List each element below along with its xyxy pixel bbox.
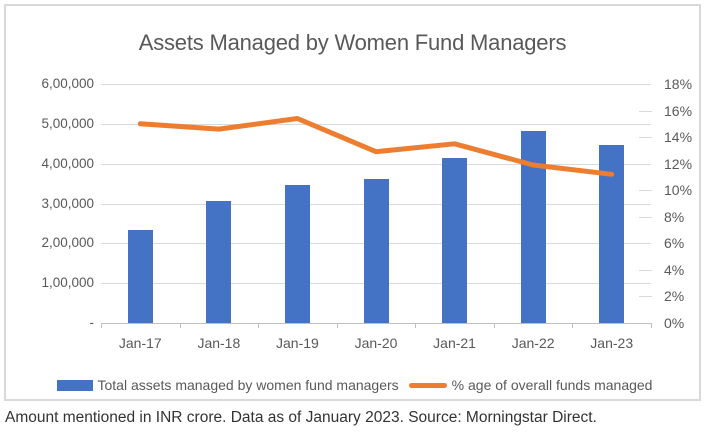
x-axis-label: Jan-17: [118, 335, 162, 351]
right-axis-tick: [639, 296, 652, 298]
x-axis-tick: [572, 323, 574, 328]
left-axis-tick-label: 6,00,000: [41, 76, 94, 91]
x-axis-label: Jan-19: [276, 335, 319, 351]
right-axis-tick-label: 0%: [664, 315, 685, 331]
legend-item-line: % age of overall funds managed: [408, 377, 653, 393]
left-axis-tick-label: -: [89, 315, 95, 330]
right-axis-tick-label: 14%: [664, 129, 693, 146]
footnote: Amount mentioned in INR crore. Data as o…: [5, 409, 597, 426]
bar-jan-20: [363, 178, 389, 323]
x-axis-tick: [415, 323, 417, 328]
gridline: [101, 163, 651, 165]
right-axis-tick: [639, 137, 652, 139]
x-axis-tick: [336, 323, 338, 328]
chart-title: Assets Managed by Women Fund Managers: [138, 30, 567, 55]
x-axis-tick: [179, 323, 181, 328]
legend-item-bars: Total assets managed by women fund manag…: [56, 377, 399, 393]
left-axis-tick-label: 3,00,000: [41, 195, 94, 211]
x-axis-tick: [101, 323, 102, 328]
legend-label-bars: Total assets managed by women fund manag…: [97, 377, 399, 393]
right-axis-tick-label: 16%: [664, 102, 693, 119]
right-axis-tick: [639, 110, 652, 112]
legend: Total assets managed by women fund manag…: [6, 377, 703, 393]
x-axis-tick: [651, 323, 652, 328]
bar-series-swatch-icon: [56, 379, 93, 391]
x-axis-label: Jan-20: [354, 335, 398, 351]
right-axis-tick-label: 12%: [664, 155, 693, 172]
trend-line: [137, 116, 615, 177]
left-axis-tick-label: 5,00,000: [41, 115, 94, 131]
bar-jan-21: [442, 157, 468, 323]
x-axis-line: [101, 323, 652, 324]
legend-label-line: % age of overall funds managed: [451, 377, 653, 393]
x-axis-label: Jan-21: [433, 335, 476, 351]
right-axis-tick: [639, 190, 652, 192]
x-axis-label: Jan-23: [590, 335, 634, 351]
x-axis-label: Jan-18: [197, 335, 241, 351]
gridline: [101, 84, 651, 85]
x-axis-tick: [258, 323, 260, 328]
line-series-swatch-icon: [408, 382, 447, 388]
bar-jan-17: [127, 230, 153, 323]
trend-line-path: [137, 116, 615, 177]
right-axis-tick-label: 4%: [664, 261, 685, 278]
right-axis-tick: [639, 269, 652, 271]
chart-frame: Assets Managed by Women Fund Managers - 1…: [4, 4, 701, 401]
left-axis-tick-label: 4,00,000: [41, 155, 94, 171]
bar-jan-18: [206, 201, 232, 323]
right-axis-tick-label: 10%: [664, 182, 693, 199]
right-axis-tick-label: 8%: [664, 208, 685, 225]
right-axis-tick: [639, 216, 652, 218]
x-axis-tick: [493, 323, 495, 328]
right-axis-tick-label: 6%: [664, 235, 685, 252]
left-axis-tick-label: 2,00,000: [41, 235, 94, 251]
x-axis-label: Jan-22: [511, 335, 555, 351]
plot-area: [101, 84, 651, 323]
left-axis-tick-label: 1,00,000: [41, 275, 94, 291]
gridline: [101, 123, 651, 125]
bar-jan-19: [284, 185, 310, 323]
right-axis-tick-label: 18%: [664, 76, 693, 92]
right-axis-tick-label: 2%: [664, 288, 685, 305]
